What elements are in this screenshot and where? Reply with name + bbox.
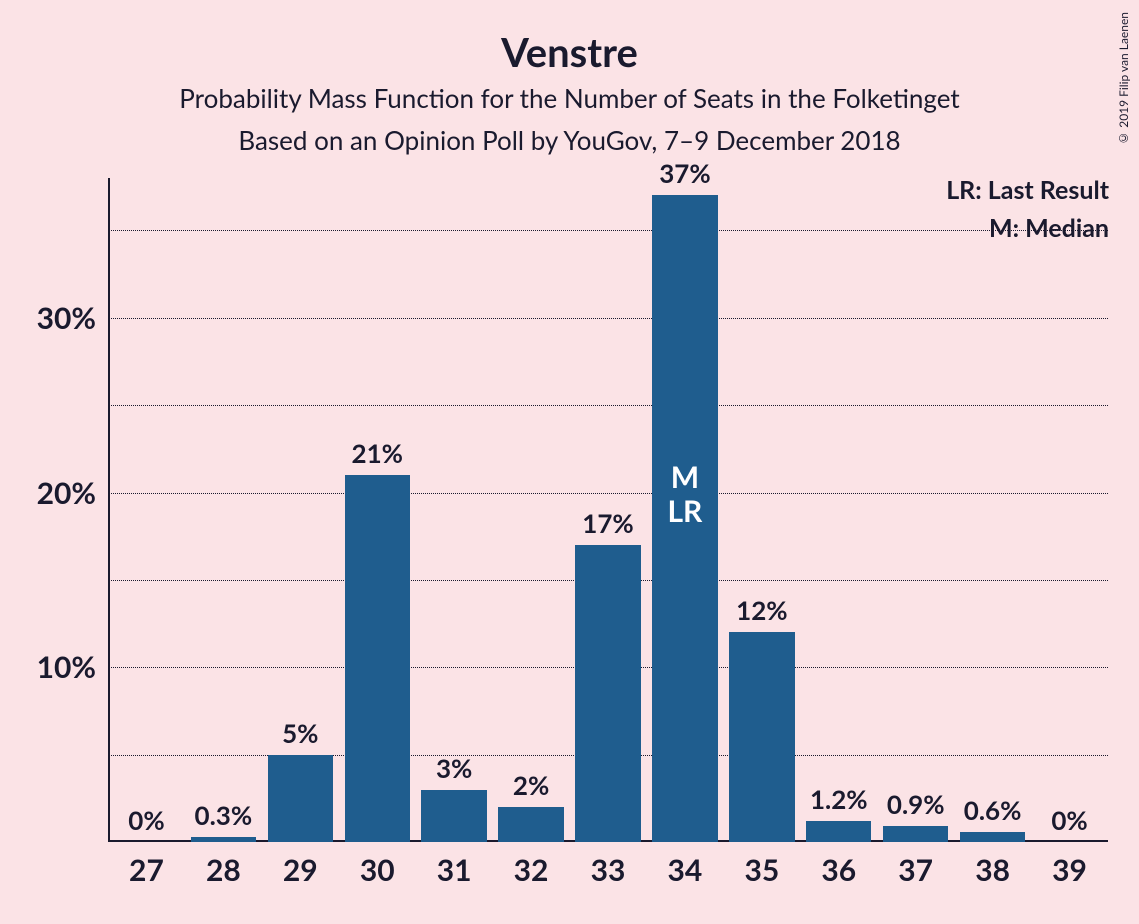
y-axis <box>108 178 110 842</box>
ytick-label: 20% <box>37 475 96 511</box>
bar <box>345 475 410 842</box>
xtick-label: 30 <box>360 852 395 888</box>
bar-value-label: 21% <box>351 437 402 469</box>
bar-value-label: 12% <box>736 594 787 626</box>
xtick-label: 38 <box>975 852 1010 888</box>
bar-value-label: 0% <box>1051 804 1087 836</box>
xtick-label: 33 <box>591 852 626 888</box>
bar-value-label: 5% <box>282 717 318 749</box>
xtick-label: 36 <box>821 852 856 888</box>
bar-value-label: 17% <box>582 507 633 539</box>
xtick-label: 29 <box>283 852 318 888</box>
bar <box>960 832 1025 842</box>
xtick-label: 34 <box>668 852 703 888</box>
xtick-label: 31 <box>437 852 472 888</box>
bar-value-label: 3% <box>436 752 472 784</box>
bar-value-label: 0.6% <box>964 794 1022 826</box>
bar-value-label: 37% <box>659 157 710 189</box>
bar-annotation: MLR <box>667 460 702 529</box>
gridline <box>108 230 1108 231</box>
chart-title: Venstre <box>0 28 1139 76</box>
chart-area: 10%20%30%270%280.3%295%3021%313%322%3317… <box>108 178 1108 842</box>
xtick-label: 37 <box>898 852 933 888</box>
bar-value-label: 0% <box>128 804 164 836</box>
bar-value-label: 1.2% <box>810 783 868 815</box>
bar <box>729 632 794 842</box>
chart-subtitle-1: Probability Mass Function for the Number… <box>0 82 1139 114</box>
xtick-label: 39 <box>1052 852 1087 888</box>
xtick-label: 32 <box>514 852 549 888</box>
xtick-label: 27 <box>129 852 164 888</box>
bar <box>268 755 333 842</box>
bar <box>421 790 486 842</box>
chart-subtitle-2: Based on an Opinion Poll by YouGov, 7–9 … <box>0 124 1139 156</box>
gridline <box>108 405 1108 406</box>
xtick-label: 35 <box>744 852 779 888</box>
bar-value-label: 0.9% <box>887 788 945 820</box>
copyright-note: © 2019 Filip van Laenen <box>1116 12 1131 146</box>
bar <box>806 821 871 842</box>
bar <box>575 545 640 842</box>
bar <box>883 826 948 842</box>
bar <box>498 807 563 842</box>
gridline <box>108 318 1108 319</box>
xtick-label: 28 <box>206 852 241 888</box>
bar-value-label: 2% <box>513 769 549 801</box>
bar-value-label: 0.3% <box>195 799 253 831</box>
plot: 10%20%30%270%280.3%295%3021%313%322%3317… <box>108 178 1108 842</box>
gridline <box>108 493 1108 494</box>
bar <box>191 837 256 842</box>
ytick-label: 10% <box>37 649 96 685</box>
ytick-label: 30% <box>37 300 96 336</box>
